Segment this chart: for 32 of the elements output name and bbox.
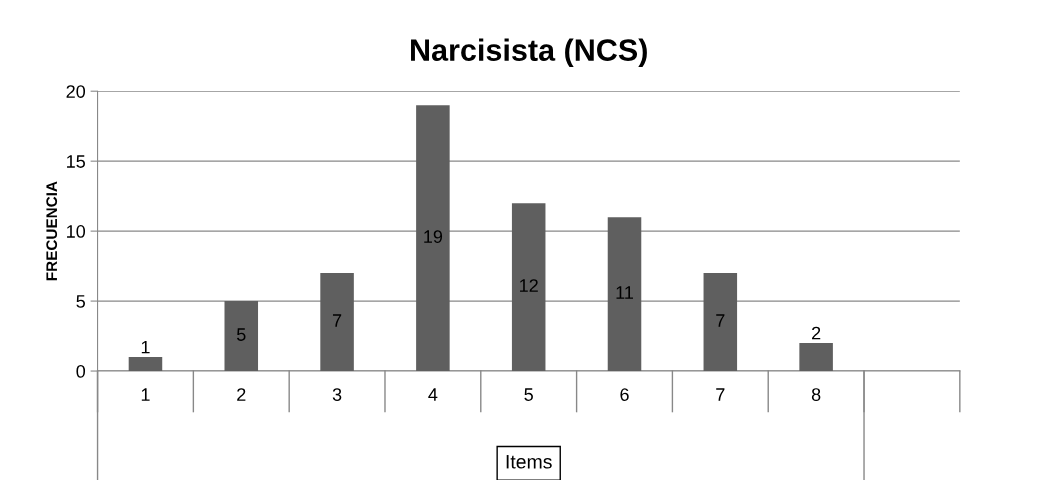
x-tick-label: 7 [716,388,725,401]
data-label: 2 [812,326,821,340]
data-label: 11 [616,286,633,299]
bar [703,273,738,372]
data-label: 7 [332,314,342,327]
data-label: 12 [520,279,538,292]
x-tick-label: 2 [237,388,246,401]
x-tick-label: 1 [141,388,150,401]
chart-title: Narcisista (NCS) [411,38,647,67]
data-label: 5 [236,328,246,341]
bar [799,343,833,372]
x-tick-label: 3 [332,388,342,401]
y-tick-label: 10 [67,225,86,238]
x-tick-label: 8 [811,388,821,401]
bar [320,273,354,372]
bar [224,301,259,372]
y-tick-label: 5 [76,295,85,308]
x-tick-label: 6 [620,388,629,401]
bar [607,217,642,372]
data-label: 19 [424,230,443,243]
data-label: 7 [716,314,725,327]
x-tick-label: 5 [524,388,533,401]
x-tick-label: 4 [428,388,438,401]
bar [128,357,163,372]
y-tick-label: 20 [66,85,86,98]
y-tick-label: 0 [76,364,86,378]
bar [511,203,546,372]
data-label: 1 [141,340,150,354]
x-axis-title: Items [506,455,552,469]
bar [416,105,450,372]
y-tick-label: 15 [67,155,85,168]
y-axis-title: FRECUENCIA [46,181,58,281]
